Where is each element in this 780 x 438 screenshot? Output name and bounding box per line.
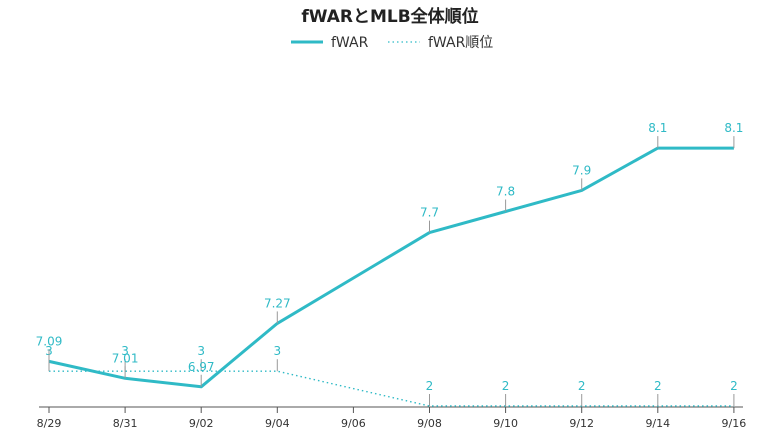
fwar-line (48, 146, 734, 389)
fwar-rank-data-label: 2 (578, 379, 586, 393)
fwar-data-label: 8.1 (648, 121, 667, 135)
series-fwar-rank (49, 370, 734, 407)
x-tick-label: 9/08 (417, 417, 442, 430)
fwar-rank-data-label: 3 (121, 344, 129, 358)
x-tick-label: 9/14 (645, 417, 670, 430)
fwar-rank-data-label: 3 (197, 344, 205, 358)
x-tick-label: 9/12 (569, 417, 594, 430)
fwar-data-label: 6.97 (188, 360, 215, 374)
fwar-data-label: 8.1 (724, 121, 743, 135)
fwar-data-label: 7.01 (112, 351, 139, 365)
fwar-rank-data-label: 2 (730, 379, 738, 393)
fwar-rank-data-label: 2 (654, 379, 662, 393)
fwar-data-label: 7.8 (496, 184, 515, 198)
x-axis-ticks: 8/29 8/31 9/02 9/04 9/06 9/08 9/10 9/12 9/14 9/16 (37, 407, 747, 430)
fwar-data-label: 7.9 (572, 163, 591, 177)
legend[interactable]: fWAR fWAR順位 (291, 35, 493, 51)
data-labels-fwar: 7.09 7.01 6.97 7.27 7.7 7.8 7.9 8.1 8.1 (36, 121, 743, 387)
fwar-data-label: 7.27 (264, 296, 291, 310)
x-tick-label: 9/02 (189, 417, 214, 430)
fwar-rank-data-label: 2 (426, 379, 434, 393)
x-tick-label: 9/10 (493, 417, 518, 430)
series-fwar (48, 146, 734, 389)
fwar-data-label: 7.7 (420, 206, 439, 220)
fwar-data-label: 7.09 (36, 334, 63, 348)
fwar-rank-data-label: 2 (502, 379, 510, 393)
fwar-rank-data-label: 3 (273, 344, 281, 358)
chart-title: fWARとMLB全体順位 (301, 6, 478, 27)
x-tick-label: 9/06 (341, 417, 366, 430)
x-tick-label: 8/31 (113, 417, 138, 430)
data-labels-fwar-rank: 333322222 (45, 344, 738, 406)
fwar-rank-line (49, 370, 734, 407)
x-tick-label: 9/16 (722, 417, 747, 430)
x-tick-label: 8/29 (37, 417, 62, 430)
legend-label-fwar: fWAR (331, 35, 369, 51)
x-tick-label: 9/04 (265, 417, 290, 430)
legend-label-fwar-rank: fWAR順位 (428, 35, 493, 51)
